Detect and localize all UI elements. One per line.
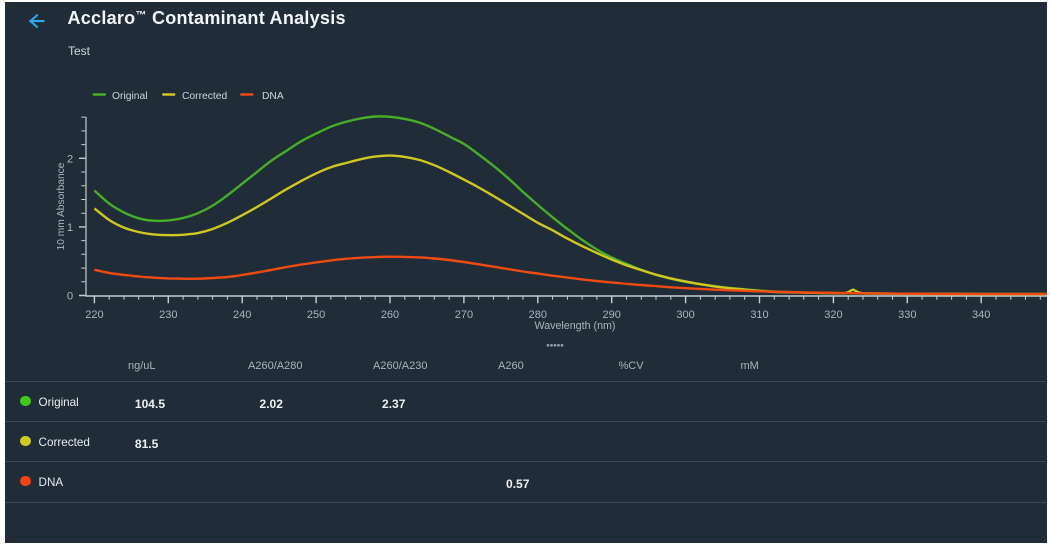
svg-text:Wavelength (nm): Wavelength (nm) <box>535 320 616 332</box>
svg-text:290: 290 <box>603 309 621 321</box>
svg-text:220: 220 <box>85 309 103 321</box>
svg-text:340: 340 <box>972 309 990 321</box>
svg-text:310: 310 <box>750 309 768 321</box>
svg-text:250: 250 <box>307 309 325 321</box>
svg-text:320: 320 <box>824 309 842 321</box>
svg-text:240: 240 <box>233 309 251 321</box>
svg-text:DNA: DNA <box>262 91 284 102</box>
svg-text:2: 2 <box>67 153 73 165</box>
svg-text:300: 300 <box>676 309 694 321</box>
svg-text:230: 230 <box>159 309 177 321</box>
svg-text:0: 0 <box>67 291 73 303</box>
svg-text:1: 1 <box>67 222 73 234</box>
svg-text:Original: Original <box>112 91 147 102</box>
svg-text:Corrected: Corrected <box>182 91 227 102</box>
svg-text:270: 270 <box>455 309 473 321</box>
svg-text:10 mm Absorbance: 10 mm Absorbance <box>56 162 67 250</box>
svg-text:330: 330 <box>898 309 916 321</box>
svg-text:260: 260 <box>381 309 399 321</box>
svg-text:280: 280 <box>529 309 547 321</box>
